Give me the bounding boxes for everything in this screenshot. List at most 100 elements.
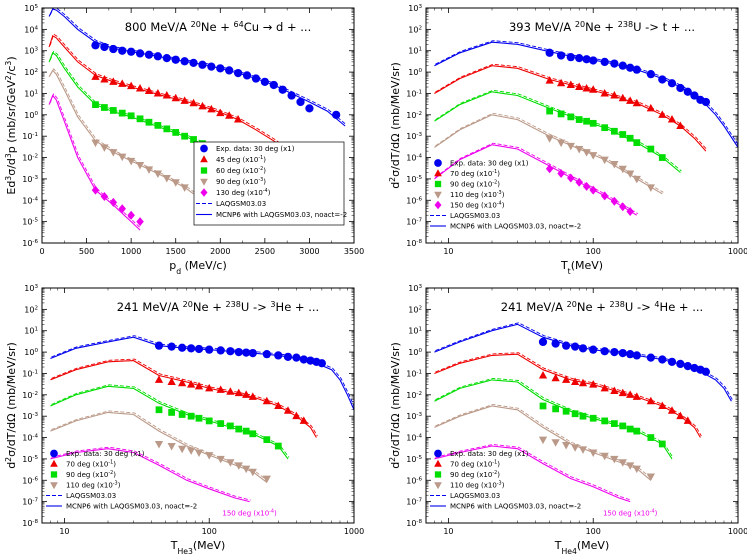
data-point (633, 139, 641, 146)
data-point (153, 170, 163, 178)
data-point (626, 96, 635, 104)
laqgsm-curve (49, 68, 195, 193)
data-point (667, 357, 677, 366)
data-point (274, 401, 283, 409)
data-point (575, 146, 584, 154)
y-tick-label: 10-1 (22, 132, 38, 141)
x-tick-label: 10 (443, 247, 453, 256)
data-point (91, 139, 100, 148)
data-point (562, 375, 571, 383)
series-3 (434, 89, 682, 173)
data-point (575, 116, 583, 123)
x-tick-label: 500 (79, 247, 94, 256)
data-point (226, 422, 234, 430)
data-point (167, 443, 176, 451)
legend-marker (200, 178, 208, 186)
series-3 (434, 377, 674, 460)
data-point (610, 196, 619, 206)
data-point (198, 101, 207, 110)
laqgsm-curve (435, 444, 632, 501)
legend: Exp. data: 30 deg (x1) 45 deg (x10-1) 60 d… (193, 141, 347, 226)
data-point (589, 85, 598, 93)
data-point (619, 202, 627, 212)
y-tick-label: 100 (408, 68, 422, 77)
plot-frame (41, 287, 355, 524)
x-tick-label: 2000 (210, 247, 230, 256)
chart-title: 800 MeV/A 20Ne + 64Cu → d + ... (125, 20, 311, 35)
y-tick-label: 104 (24, 25, 38, 34)
data-point (570, 444, 580, 452)
data-point (262, 350, 271, 359)
legend-label: 150 deg (x10-4) (450, 201, 505, 210)
data-point (658, 440, 666, 448)
laqgsm-curve (435, 89, 682, 172)
data-point (189, 98, 198, 107)
y-tick-label: 102 (24, 68, 38, 77)
y-tick-label: 10-2 (22, 391, 38, 400)
y-tick-label: 10-7 (22, 498, 38, 507)
data-point (618, 348, 627, 358)
data-point (155, 406, 163, 414)
data-point (248, 392, 257, 400)
data-point (274, 442, 282, 450)
mcnp6-curve (434, 379, 673, 460)
data-point (234, 388, 243, 397)
data-point (242, 390, 251, 398)
legend-label: MCNP6 with LAQGSM03.03, noact=-2 (450, 223, 581, 231)
y-tick-label: 103 (408, 284, 422, 293)
x-tick-label: 3500 (344, 247, 364, 256)
x-axis-title: THe4(MeV) (554, 539, 610, 556)
data-point (207, 104, 216, 113)
annotation-label: 150 deg (x10-4) (603, 509, 658, 518)
data-point (582, 149, 591, 157)
legend-marker (434, 180, 442, 188)
series-2 (48, 33, 293, 155)
data-point (683, 87, 692, 96)
y-tick-label: 10-8 (406, 519, 422, 528)
legend-marker (434, 459, 442, 467)
y-tick-label: 10-6 (22, 476, 38, 485)
data-point (582, 84, 591, 92)
data-point (538, 337, 548, 347)
data-point (262, 475, 271, 484)
y-tick-label: 10-5 (22, 218, 38, 227)
laqgsm-curve (51, 335, 354, 408)
y-axis-title: d2σ/dT/dΩ (mb/MeV/sr) (388, 342, 403, 469)
y-tick-label: 10-3 (22, 175, 38, 184)
data-point (658, 154, 666, 161)
chart-title: 241 MeV/A 20Ne + 238U -> 4He + ... (501, 300, 703, 315)
data-point (538, 436, 548, 445)
data-point (299, 416, 308, 424)
data-point (299, 355, 308, 364)
data-point (154, 440, 164, 449)
data-point (658, 110, 667, 118)
data-point (646, 103, 655, 112)
data-point (92, 101, 99, 109)
data-point (194, 344, 204, 354)
series-5 (434, 142, 639, 216)
data-point (600, 452, 609, 461)
data-point (566, 142, 575, 151)
data-point (235, 425, 243, 433)
data-point (632, 175, 641, 184)
y-tick-label: 102 (408, 25, 422, 34)
legend-marker (50, 471, 58, 478)
data-point (162, 54, 171, 63)
legend-box (193, 141, 345, 226)
y-tick-label: 103 (24, 284, 38, 293)
series-1 (434, 322, 733, 402)
x-tick-label: 100 (586, 527, 601, 536)
x-axis-title: THe3(MeV) (170, 539, 226, 556)
series-4 (434, 404, 655, 482)
data-point (278, 85, 287, 94)
legend-label: MCNP6 with LAQGSM03.03, noact=-2 (66, 503, 197, 511)
legend-label: 70 deg (x10-1) (66, 460, 116, 469)
data-point (216, 108, 225, 117)
laqgsm-curve (435, 352, 702, 437)
data-point (575, 82, 584, 91)
data-point (646, 184, 655, 192)
legend-label: 70 deg (x10-1) (450, 460, 500, 469)
data-point (181, 132, 189, 140)
data-point (226, 459, 235, 467)
data-point (589, 449, 598, 457)
